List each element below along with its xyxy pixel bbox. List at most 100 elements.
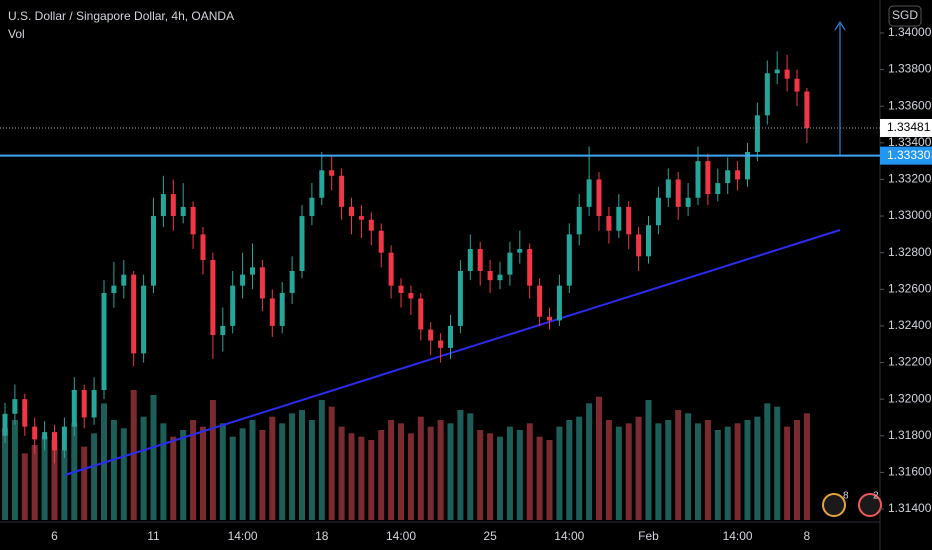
volume-bar [130, 390, 137, 520]
volume-bar [308, 420, 315, 520]
event-badge[interactable] [858, 493, 882, 517]
x-tick-label: 14:00 [723, 529, 753, 543]
volume-bar [81, 446, 88, 520]
arrow-head [834, 20, 846, 31]
y-tick-label: 1.32600 [888, 281, 932, 295]
candle-body [457, 270, 463, 326]
candle-body [596, 179, 602, 217]
y-tick-label: 1.32200 [888, 355, 932, 369]
volume-bar [368, 440, 375, 520]
candle-body [279, 292, 285, 326]
event-count[interactable]: 8 [843, 491, 849, 502]
volume-bar [437, 420, 444, 520]
volume-bar [338, 426, 345, 520]
candle-body [131, 274, 137, 354]
candle-body [438, 340, 444, 348]
volume-bar [536, 436, 543, 520]
volume-bar [299, 410, 305, 520]
candle-body [240, 274, 246, 286]
candle-body [22, 399, 28, 427]
candle-body [319, 170, 325, 198]
candle-body [794, 78, 800, 92]
candle-body [299, 216, 305, 271]
volume-bar [704, 420, 711, 520]
volume-bar [615, 426, 622, 520]
level-price-label: 1.33330 [887, 148, 931, 162]
volume-bar [526, 423, 533, 520]
candle-body [190, 206, 196, 235]
candle-body [764, 73, 770, 116]
volume-bar [467, 413, 474, 520]
candle-body [388, 252, 394, 286]
candle-body [2, 413, 8, 436]
candle-body [606, 216, 612, 231]
volume-bar [546, 440, 553, 520]
y-tick-label: 1.33400 [888, 135, 932, 149]
volume-bar [398, 423, 404, 520]
candle-body [507, 252, 513, 275]
volume-bar [269, 416, 276, 520]
volume-bar [596, 396, 602, 520]
volume-bar [279, 423, 286, 520]
currency-box[interactable] [888, 5, 922, 27]
volume-bar [11, 420, 18, 520]
volume-bar [734, 423, 741, 520]
event-count[interactable]: 2 [873, 491, 879, 502]
volume-bar [388, 420, 395, 520]
candle-body [160, 194, 166, 217]
candle-body [655, 197, 661, 226]
volume-bar [31, 445, 38, 520]
volume-bar [625, 423, 632, 520]
volume-bar [91, 433, 98, 520]
volume-bar [190, 420, 197, 520]
y-tick-label: 1.31800 [888, 428, 932, 442]
candle-body [61, 426, 67, 451]
volume-bar [675, 410, 682, 520]
candle-body [725, 170, 731, 184]
volume-bar [803, 413, 810, 520]
volume-bar [477, 430, 484, 520]
candle-body [220, 325, 226, 336]
x-tick-label: 6 [51, 529, 58, 543]
indicator-label: Vol [8, 27, 25, 41]
candle-body [517, 249, 523, 253]
volume-bar [239, 428, 246, 520]
candle-body [91, 390, 97, 418]
volume-bar [487, 433, 494, 520]
candle-body [784, 69, 790, 79]
candle-body [745, 151, 750, 180]
volume-bar [605, 420, 612, 520]
volume-bar [516, 430, 523, 520]
volume-bar [200, 426, 206, 520]
candle-body [418, 298, 424, 330]
candle-body [497, 274, 503, 281]
volume-bar [110, 420, 117, 520]
candle-body [428, 329, 434, 341]
candle-body [269, 298, 275, 326]
y-tick-label: 1.32800 [888, 245, 932, 259]
volume-bar [51, 440, 58, 520]
candle-body [259, 267, 265, 299]
candle-body [210, 260, 216, 336]
volume-bar [378, 430, 385, 520]
candle-body [111, 285, 117, 293]
candle-body [250, 267, 255, 275]
x-tick-label: 14:00 [228, 529, 258, 543]
chart-title: U.S. Dollar / Singapore Dollar, 4h, OAND… [8, 9, 234, 23]
candle-body [151, 216, 156, 286]
x-tick-label: 18 [315, 529, 329, 543]
volume-bar [774, 406, 781, 520]
candle-body [32, 426, 38, 440]
level-price-box [880, 146, 932, 165]
currency-label[interactable]: SGD [892, 8, 918, 22]
volume-bar [645, 400, 652, 520]
volume-bar [556, 426, 563, 520]
candle-body [467, 249, 473, 271]
x-tick-label: 25 [483, 529, 497, 543]
candle-body [626, 206, 632, 235]
candle-body [556, 285, 562, 321]
last-price-label: 1.33481 [887, 120, 931, 134]
event-badge[interactable] [822, 493, 846, 517]
candle-body [576, 206, 582, 235]
candle-body [527, 249, 533, 286]
